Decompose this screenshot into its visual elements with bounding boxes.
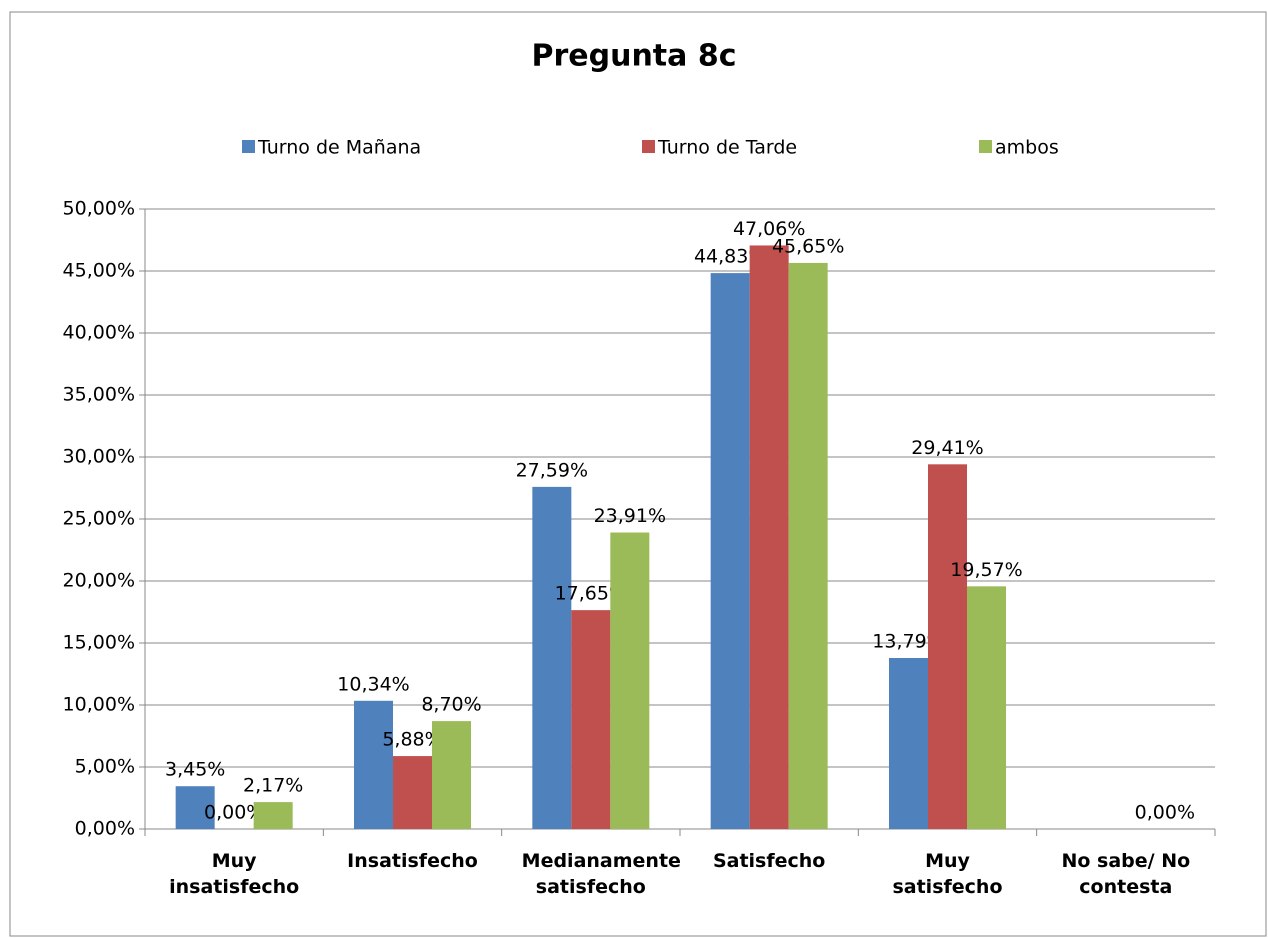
value-label: 13,79%: [872, 631, 944, 653]
y-tick-label: 5,00%: [75, 756, 135, 778]
value-label: 47,06%: [733, 218, 805, 240]
bar: [788, 262, 828, 829]
bar: [928, 464, 967, 829]
y-tick-label: 40,00%: [63, 322, 135, 344]
x-tick-label: Satisfecho: [712, 850, 826, 872]
x-tick-label: Insatisfecho: [347, 850, 478, 872]
legend-label: ambos: [995, 137, 1059, 159]
legend-swatch: [642, 140, 655, 153]
y-tick-label: 25,00%: [63, 508, 135, 530]
y-tick-label: 20,00%: [63, 570, 135, 592]
x-tick-label: No sabe/ No contesta: [1061, 850, 1191, 898]
value-label: 27,59%: [516, 459, 588, 481]
y-tick-label: 10,00%: [63, 694, 135, 716]
legend-label: Turno de Mañana: [257, 137, 421, 159]
bar: [532, 486, 572, 829]
value-label: 17,65%: [555, 583, 627, 605]
value-label: 19,57%: [950, 559, 1022, 581]
chart-title: Pregunta 8c: [531, 39, 736, 74]
value-label: 44,83%: [694, 246, 766, 268]
y-tick-label: 0,00%: [75, 818, 135, 840]
bar: [749, 245, 789, 829]
value-label: 10,34%: [337, 673, 409, 695]
value-label: 45,65%: [772, 235, 844, 257]
value-label: 2,17%: [243, 775, 303, 797]
value-label: 23,91%: [594, 505, 666, 527]
x-tick-label: Muy insatisfecho: [169, 850, 300, 898]
y-tick-label: 50,00%: [63, 198, 135, 220]
value-label: 3,45%: [165, 759, 225, 781]
legend-swatch: [979, 140, 992, 153]
bar: [432, 721, 471, 829]
y-tick-label: 35,00%: [63, 384, 135, 406]
bar: [571, 610, 611, 829]
bar: [393, 756, 432, 829]
value-label: 5,88%: [382, 729, 442, 751]
legend-swatch: [242, 140, 255, 153]
value-label: 8,70%: [421, 694, 481, 716]
value-label: 0,00%: [204, 802, 264, 824]
value-label: 0,00%: [1135, 802, 1195, 824]
bar: [354, 700, 393, 829]
y-tick-label: 30,00%: [63, 446, 135, 468]
bar: [710, 273, 750, 829]
x-tick-label: Medianamente satisfecho: [521, 850, 681, 898]
bar: [610, 532, 650, 829]
bar: [175, 786, 215, 829]
value-label: 29,41%: [911, 437, 983, 459]
bar: [967, 586, 1006, 829]
bar: [253, 802, 293, 829]
y-tick-label: 45,00%: [63, 260, 135, 282]
x-tick-label: Muy satisfecho: [892, 850, 1003, 898]
y-tick-label: 15,00%: [63, 632, 135, 654]
bar: [889, 658, 928, 829]
legend-label: Turno de Tarde: [657, 137, 797, 159]
